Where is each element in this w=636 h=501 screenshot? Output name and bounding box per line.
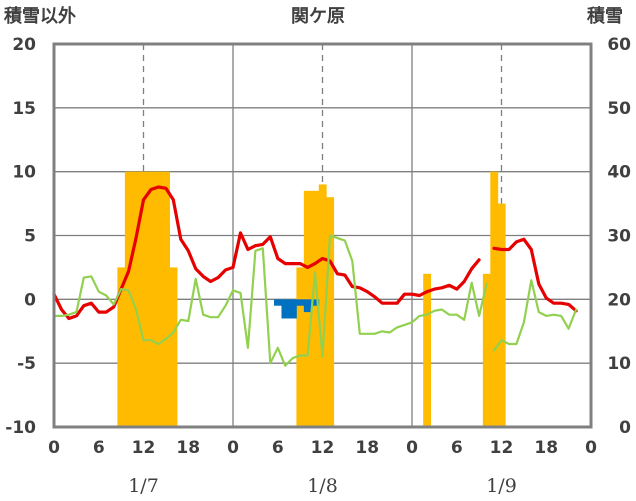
left-tick-label: 15 [12, 99, 36, 119]
x-tick-label: 12 [490, 438, 514, 458]
left-tick-label: 10 [12, 163, 36, 183]
precip-bar [281, 299, 290, 319]
date-label: 1/8 [307, 475, 338, 497]
date-label: 1/7 [128, 475, 159, 497]
precip-bar [274, 299, 282, 306]
plot-frame [52, 42, 593, 429]
snow-depth-bar [318, 184, 327, 427]
left-axis-title: 積雪以外 [3, 5, 76, 27]
x-tick-label: 6 [93, 438, 105, 458]
snow-depth-bar [423, 273, 432, 427]
temperature-line [52, 185, 578, 321]
precip-bar [311, 299, 320, 306]
right-tick-label: 30 [607, 227, 631, 247]
x-tick-label: 18 [176, 438, 200, 458]
date-label: 1/9 [486, 475, 517, 497]
left-tick-label: -5 [17, 354, 36, 374]
precip-bar [288, 299, 297, 319]
snow-depth-bar [154, 171, 163, 427]
precip-bar [296, 299, 305, 306]
right-axis-title: 積雪 [586, 5, 623, 27]
right-tick-label: 60 [607, 35, 631, 55]
x-tick-label: 12 [132, 438, 156, 458]
snow-depth-bar [117, 267, 126, 427]
snow-depth-bar [497, 203, 506, 427]
right-tick-label: 40 [607, 163, 631, 183]
x-tick-label: 12 [311, 438, 335, 458]
precip-bar [303, 299, 312, 313]
green-line [52, 234, 578, 367]
snow-depth-bar [147, 171, 156, 427]
snow-depth-bar [482, 273, 491, 427]
x-tick-label: 0 [585, 438, 597, 458]
snow-depth-bar [162, 171, 171, 427]
snow-depth-bar [296, 267, 305, 427]
left-tick-label: -10 [5, 418, 36, 438]
snow-depth-bar [169, 267, 178, 427]
snow-depth-bar [311, 190, 320, 427]
left-tick-label: 0 [24, 290, 36, 310]
snow-depth-bar [139, 171, 148, 427]
x-tick-label: 6 [272, 438, 284, 458]
chart-title: 関ケ原 [291, 6, 345, 27]
snow-depth-bar [132, 171, 141, 427]
snow-depth-bar [326, 197, 335, 427]
x-tick-label: 0 [48, 438, 60, 458]
right-tick-label: 50 [607, 99, 631, 119]
right-tick-label: 0 [619, 418, 631, 438]
x-tick-label: 0 [227, 438, 239, 458]
left-tick-label: 5 [24, 227, 36, 247]
x-tick-label: 0 [406, 438, 418, 458]
left-tick-label: 20 [12, 35, 36, 55]
x-tick-label: 18 [534, 438, 558, 458]
snow-depth-bar [490, 171, 499, 427]
snow-depth-bar [124, 171, 133, 427]
x-tick-label: 18 [355, 438, 379, 458]
x-tick-label: 6 [451, 438, 463, 458]
right-tick-label: 20 [607, 290, 631, 310]
right-tick-label: 10 [607, 354, 631, 374]
